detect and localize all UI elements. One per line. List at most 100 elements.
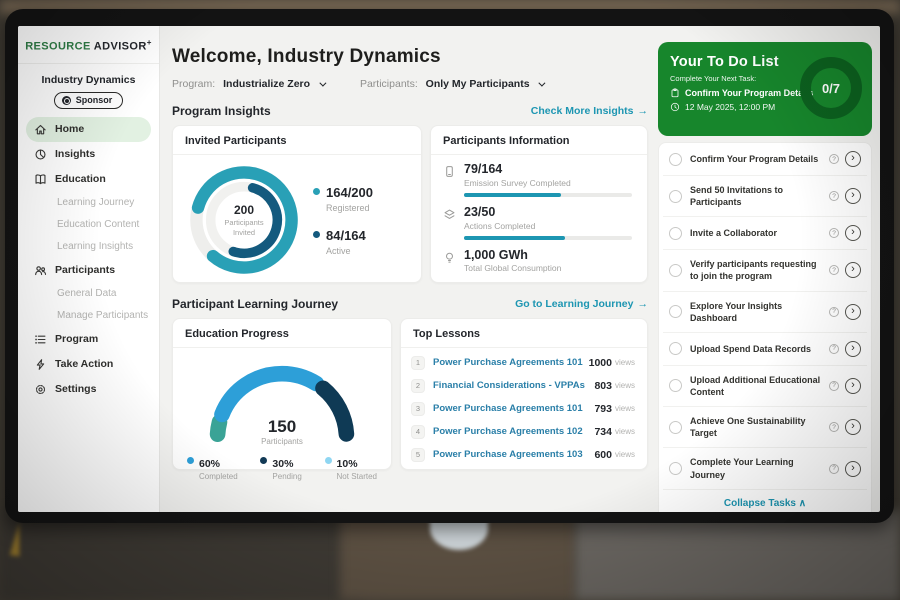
collapse-tasks-link[interactable]: Collapse Tasks ∧ — [723, 497, 807, 509]
program-filter-value: Industrialize Zero — [223, 78, 311, 90]
task-row[interactable]: Confirm Your Program Details ? › — [663, 143, 867, 176]
lesson-row: 2 Financial Considerations - VPPAs 803 vi… — [401, 374, 647, 397]
sponsor-badge[interactable]: Sponsor — [53, 91, 124, 109]
task-checkbox[interactable] — [669, 462, 682, 476]
help-icon[interactable]: ? — [829, 191, 839, 202]
task-checkbox[interactable] — [669, 379, 682, 393]
lesson-link[interactable]: Power Purchase Agreements 101 — [433, 357, 583, 368]
lesson-link[interactable]: Power Purchase Agreements 101 — [433, 403, 583, 414]
lesson-link[interactable]: Power Purchase Agreements 102 — [433, 426, 583, 437]
sidebar-item-manage-participants[interactable]: Manage Participants — [18, 305, 159, 327]
help-icon[interactable]: ? — [829, 422, 839, 433]
sidebar-item-general-data[interactable]: General Data — [18, 283, 159, 305]
help-icon[interactable]: ? — [829, 380, 839, 391]
stat-total-consumption: 1,000 GWh Total Global Consumption — [443, 248, 633, 273]
task-row[interactable]: Invite a Collaborator ? › — [663, 217, 867, 251]
program-filter-label: Program: — [172, 78, 216, 90]
todo-subtitle: Complete Your Next Task: — [670, 74, 757, 83]
chevron-right-icon[interactable]: › — [845, 151, 861, 167]
sidebar-item-learning-journey[interactable]: Learning Journey — [18, 192, 159, 214]
background-left — [0, 510, 360, 600]
legend-item-not-started: 10% Not Started — [324, 454, 377, 481]
task-checkbox[interactable] — [669, 226, 682, 240]
sidebar-item-label: Settings — [55, 383, 97, 396]
task-row[interactable]: Verify participants requesting to join t… — [663, 250, 867, 292]
chevron-right-icon[interactable]: › — [845, 188, 861, 205]
task-row[interactable]: Explore Your Insights Dashboard ? › — [663, 292, 867, 333]
task-row[interactable]: Achieve One Sustainability Target ? › — [663, 407, 867, 449]
sidebar-item-program[interactable]: Program — [18, 327, 159, 352]
sidebar-item-label: Program — [55, 333, 99, 346]
go-to-learning-journey-link[interactable]: Go to Learning Journey → — [515, 298, 648, 310]
education-icon — [35, 174, 46, 184]
chevron-right-icon[interactable]: › — [845, 377, 861, 394]
todo-summary-panel: Your To Do List Complete Your Next Task:… — [658, 42, 872, 136]
task-checkbox[interactable] — [669, 420, 682, 434]
task-checkbox[interactable] — [669, 152, 682, 166]
task-row[interactable]: Upload Spend Data Records ? › — [663, 333, 867, 366]
sidebar-item-education-content[interactable]: Education Content — [18, 214, 159, 236]
legend-dot — [260, 456, 268, 464]
help-icon[interactable]: ? — [829, 228, 839, 239]
task-checkbox[interactable] — [669, 305, 682, 319]
learning-journey-title: Participant Learning Journey — [172, 297, 339, 311]
chevron-right-icon[interactable]: › — [845, 460, 861, 477]
education-progress-card: Education Progress 150 Participants — [172, 318, 392, 481]
task-checkbox[interactable] — [669, 189, 682, 203]
sidebar-item-insights[interactable]: Insights — [18, 142, 159, 167]
clock-icon — [670, 102, 680, 112]
settings-icon — [35, 384, 46, 394]
help-icon[interactable]: ? — [829, 154, 839, 164]
sidebar-item-settings[interactable]: Settings — [18, 377, 159, 402]
invited-participants-title: Invited Participants — [173, 126, 421, 155]
sidebar-item-home[interactable]: Home — [26, 116, 151, 142]
task-checkbox[interactable] — [669, 342, 682, 356]
task-row[interactable]: Upload Additional Educational Content ? … — [663, 366, 867, 408]
stat-actions-completed: 23/50 Actions Completed — [443, 205, 633, 240]
sidebar-item-label: General Data — [57, 288, 117, 300]
chevron-right-icon[interactable]: › — [845, 225, 861, 242]
clipboard-icon — [671, 88, 679, 98]
sponsor-badge-label: Sponsor — [75, 95, 113, 106]
invited-participants-card: Invited Participants 200 Partic — [172, 125, 422, 283]
lesson-row: 3 Power Purchase Agreements 101 793 views — [401, 397, 647, 420]
help-icon[interactable]: ? — [829, 343, 839, 354]
lesson-link[interactable]: Power Purchase Agreements 103 — [433, 449, 583, 460]
chevron-right-icon[interactable]: › — [845, 419, 861, 436]
lesson-row: 5 Power Purchase Agreements 103 600 views — [401, 443, 647, 466]
chevron-right-icon[interactable]: › — [845, 262, 861, 279]
program-filter[interactable]: Program: Industrialize Zero — [172, 78, 327, 90]
app-logo: RESOURCE ADVISOR+ — [18, 38, 159, 64]
task-checkbox[interactable] — [669, 263, 682, 277]
check-more-insights-link[interactable]: Check More Insights → — [530, 105, 649, 117]
donut-center-value: 200 — [233, 203, 255, 218]
sidebar-item-participants[interactable]: Participants — [18, 258, 159, 283]
task-row[interactable]: Send 50 Invitations to Participants ? › — [663, 176, 867, 218]
legend-item-active: 84/164 Active — [313, 227, 373, 256]
chevron-right-icon[interactable]: › — [845, 303, 861, 320]
chevron-up-icon: ∧ — [798, 497, 807, 509]
task-label: Verify participants requesting to join t… — [690, 259, 817, 282]
chevron-right-icon[interactable]: › — [845, 340, 861, 357]
task-row[interactable]: Complete Your Learning Journey ? › — [663, 448, 867, 490]
arrow-right-icon: → — [637, 105, 649, 117]
top-lessons-title: Top Lessons — [401, 319, 647, 348]
legend-item-completed: 60% Completed — [187, 454, 238, 481]
participants-filter-label: Participants: — [359, 78, 418, 90]
lesson-rank: 4 — [411, 424, 425, 439]
top-lessons-card: Top Lessons 1 Power Purchase Agreements … — [400, 318, 648, 470]
sidebar-item-take-action[interactable]: Take Action — [18, 352, 159, 377]
education-progress-legend: 60% Completed 30% Pending 10% Not Started — [173, 446, 391, 481]
take-action-icon — [36, 358, 45, 370]
lesson-row: 1 Power Purchase Agreements 101 1000 view… — [401, 351, 647, 374]
lesson-rank: 3 — [411, 401, 425, 416]
sidebar-item-label: Participants — [55, 264, 116, 277]
help-icon[interactable]: ? — [829, 306, 839, 317]
sidebar-item-learning-insights[interactable]: Learning Insights — [18, 236, 159, 258]
participants-filter[interactable]: Participants: Only My Participants — [359, 78, 546, 90]
sidebar-item-label: Education Content — [57, 219, 140, 231]
lesson-link[interactable]: Financial Considerations - VPPAs — [433, 380, 585, 391]
sidebar-item-education[interactable]: Education — [18, 167, 159, 192]
help-icon[interactable]: ? — [829, 463, 839, 474]
help-icon[interactable]: ? — [829, 265, 839, 276]
